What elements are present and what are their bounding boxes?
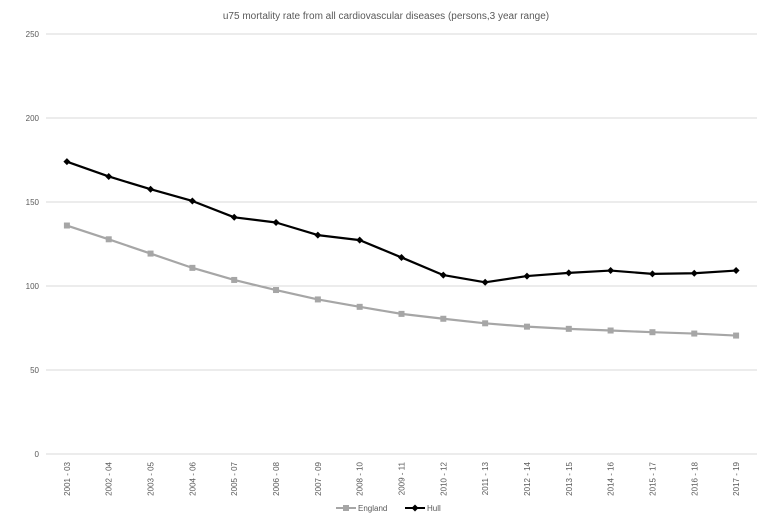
data-point (188, 197, 196, 205)
x-tick-label: 2003 - 05 (147, 461, 156, 495)
legend-entry-hull: Hull (405, 504, 441, 513)
chart-title: u75 mortality rate from all cardiovascul… (223, 11, 549, 22)
x-tick-label: 2015 - 17 (648, 461, 657, 495)
y-tick-label: 50 (30, 366, 39, 375)
data-point (230, 213, 238, 221)
data-point (356, 236, 364, 244)
data-point (105, 172, 113, 180)
legend-swatch-marker (411, 504, 419, 512)
data-point (314, 296, 321, 303)
legend: England Hull (336, 504, 441, 513)
data-point (439, 271, 447, 279)
data-point (63, 222, 70, 229)
y-tick-label: 100 (26, 282, 40, 291)
gridlines (46, 33, 757, 455)
y-tick-label: 0 (35, 450, 40, 459)
legend-label: England (358, 504, 387, 513)
data-point (523, 323, 530, 330)
data-point (63, 158, 71, 166)
data-point (314, 231, 322, 239)
data-point (565, 325, 572, 332)
x-tick-label: 2011 - 13 (481, 461, 490, 495)
data-point (690, 269, 698, 277)
x-tick-label: 2005 - 07 (230, 461, 239, 495)
data-point (691, 330, 698, 337)
legend-label: Hull (427, 504, 441, 513)
x-tick-label: 2010 - 12 (439, 461, 448, 495)
y-tick-label: 150 (26, 198, 40, 207)
data-point (273, 287, 280, 294)
data-point (732, 267, 740, 275)
data-point (189, 264, 196, 271)
x-tick-label: 2012 - 14 (523, 461, 532, 495)
data-point (481, 278, 489, 286)
data-point (105, 236, 112, 243)
y-axis-tick-labels: 0 50 100 150 200 250 (26, 30, 40, 459)
data-point (649, 329, 656, 336)
data-point (733, 332, 740, 339)
data-point (482, 320, 489, 327)
series-lines (63, 158, 740, 339)
series-hull (63, 158, 740, 286)
data-point (523, 272, 531, 280)
x-tick-label: 2016 - 18 (690, 461, 699, 495)
data-point (147, 250, 154, 257)
data-point (272, 218, 280, 226)
x-tick-label: 2013 - 15 (565, 461, 574, 495)
data-point (147, 185, 155, 193)
x-tick-label: 2008 - 10 (356, 461, 365, 495)
data-point (565, 269, 573, 277)
x-axis-tick-labels: 2001 - 03 2002 - 04 2003 - 05 2004 - 06 2005… (63, 461, 741, 495)
legend-entry-england: England (336, 504, 387, 513)
data-point (607, 267, 615, 275)
data-point (398, 310, 405, 317)
data-point (648, 270, 656, 278)
x-tick-label: 2001 - 03 (63, 461, 72, 495)
x-tick-label: 2017 - 19 (732, 461, 741, 495)
data-point (607, 327, 614, 334)
data-point (356, 303, 363, 310)
series-england (63, 222, 740, 339)
data-point (398, 253, 405, 261)
data-point (231, 276, 238, 283)
data-point (440, 315, 447, 322)
x-tick-label: 2006 - 08 (272, 461, 281, 495)
x-tick-label: 2004 - 06 (188, 461, 197, 495)
series-line-hull (66, 160, 737, 284)
y-tick-label: 200 (26, 114, 40, 123)
legend-swatch-marker (343, 505, 349, 511)
x-tick-label: 2014 - 16 (607, 461, 616, 495)
x-tick-label: 2009 - 11 (398, 461, 407, 495)
x-tick-label: 2007 - 09 (314, 461, 323, 495)
y-tick-label: 250 (26, 30, 40, 39)
series-line-england (66, 224, 737, 337)
x-tick-label: 2002 - 04 (105, 461, 114, 495)
